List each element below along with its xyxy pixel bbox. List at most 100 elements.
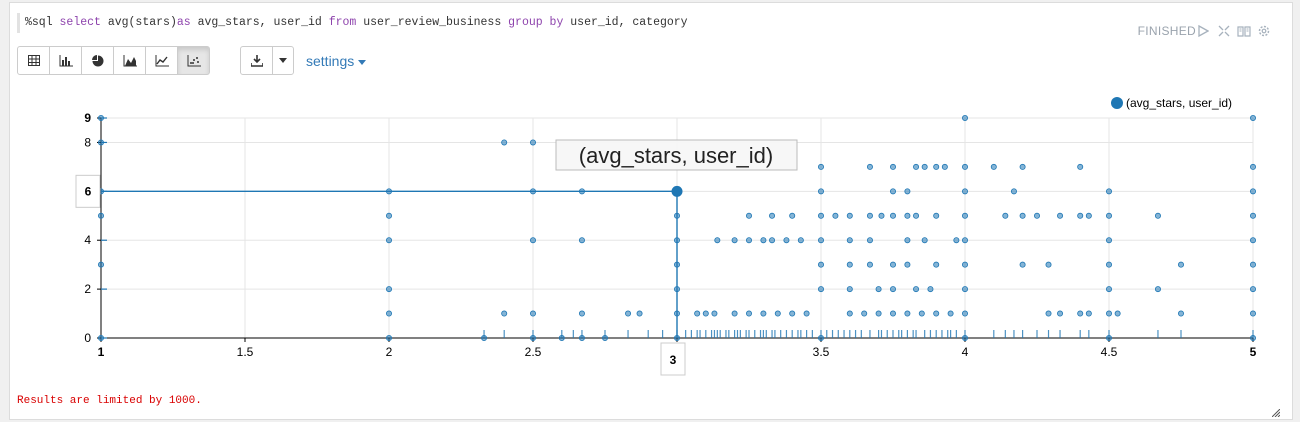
data-point xyxy=(933,163,940,170)
data-point xyxy=(746,212,753,219)
hide-editor-icon[interactable] xyxy=(1217,24,1231,38)
data-point xyxy=(818,286,825,293)
data-point xyxy=(832,212,839,219)
data-point xyxy=(962,310,969,317)
data-point xyxy=(501,139,508,146)
data-point xyxy=(385,286,392,293)
x-highlight-label: 3 xyxy=(670,353,677,367)
x-tick-label: 1.5 xyxy=(237,345,254,359)
legend-label: (avg_stars, user_id) xyxy=(1126,96,1232,110)
data-point xyxy=(578,310,585,317)
data-point xyxy=(1106,212,1113,219)
data-point xyxy=(1045,310,1052,317)
data-point xyxy=(866,212,873,219)
data-point xyxy=(913,163,920,170)
data-point xyxy=(714,237,721,244)
data-point xyxy=(98,212,105,219)
table-view-button[interactable] xyxy=(17,46,50,75)
data-point xyxy=(1250,212,1257,219)
gear-icon[interactable] xyxy=(1257,24,1271,38)
sql-keyword: from xyxy=(328,16,364,29)
data-point xyxy=(846,261,853,268)
data-point xyxy=(789,310,796,317)
data-point xyxy=(962,163,969,170)
data-point xyxy=(774,310,781,317)
data-point xyxy=(385,212,392,219)
book-icon[interactable] xyxy=(1237,24,1251,38)
download-button[interactable] xyxy=(240,46,273,75)
data-point xyxy=(933,212,940,219)
data-point xyxy=(1114,310,1121,317)
data-point xyxy=(866,237,873,244)
data-point xyxy=(904,188,911,195)
data-point xyxy=(578,188,585,195)
data-point xyxy=(1178,310,1185,317)
x-tick-label: 2.5 xyxy=(525,345,542,359)
data-point xyxy=(890,188,897,195)
data-point xyxy=(904,310,911,317)
data-point xyxy=(846,310,853,317)
data-point xyxy=(385,310,392,317)
line-chart-icon xyxy=(155,54,169,66)
data-point xyxy=(890,286,897,293)
sql-text: %sql xyxy=(25,16,60,29)
data-point xyxy=(962,334,969,341)
download-button-group xyxy=(240,46,294,75)
settings-dropdown[interactable]: settings xyxy=(306,53,367,69)
table-icon xyxy=(27,55,40,66)
y-highlight-label: 6 xyxy=(85,184,92,198)
data-point xyxy=(98,261,105,268)
data-point xyxy=(98,334,105,341)
data-point xyxy=(1250,334,1257,341)
data-point xyxy=(385,188,392,195)
data-point xyxy=(530,334,537,341)
y-highlight-box xyxy=(75,174,101,208)
data-point xyxy=(962,286,969,293)
run-icon[interactable] xyxy=(1197,24,1209,38)
data-point xyxy=(818,212,825,219)
bar-chart-button[interactable] xyxy=(49,46,82,75)
data-point xyxy=(602,334,609,341)
data-point xyxy=(385,237,392,244)
sql-keyword: as xyxy=(176,16,198,29)
y-tick-label: 9 xyxy=(84,111,91,125)
data-point xyxy=(674,261,681,268)
sql-text: avg(stars) xyxy=(107,16,177,29)
data-point xyxy=(578,237,585,244)
data-point xyxy=(625,310,632,317)
area-chart-button[interactable] xyxy=(113,46,146,75)
data-point xyxy=(1045,261,1052,268)
data-point xyxy=(1002,212,1009,219)
data-point xyxy=(1034,212,1041,219)
resize-handle-icon[interactable] xyxy=(1272,409,1280,417)
data-point xyxy=(933,261,940,268)
data-point xyxy=(558,334,565,341)
data-point xyxy=(904,261,911,268)
sql-editor[interactable]: %sql select avg(stars)as avg_stars, user… xyxy=(17,13,925,33)
data-point xyxy=(674,212,681,219)
x-tick-label: 4.5 xyxy=(1101,345,1118,359)
data-point xyxy=(674,310,681,317)
data-point xyxy=(875,286,882,293)
data-point xyxy=(530,188,537,195)
data-point xyxy=(866,261,873,268)
data-point xyxy=(1250,310,1257,317)
data-point xyxy=(530,237,537,244)
data-point xyxy=(846,237,853,244)
scatter-chart-button[interactable] xyxy=(177,46,210,75)
data-point xyxy=(1019,212,1026,219)
data-point xyxy=(1250,115,1257,122)
data-point xyxy=(904,237,911,244)
data-point xyxy=(921,237,928,244)
data-point xyxy=(962,237,969,244)
data-point xyxy=(921,163,928,170)
download-dropdown-toggle[interactable] xyxy=(272,46,294,75)
data-point xyxy=(1178,261,1185,268)
data-point xyxy=(890,261,897,268)
data-point xyxy=(1077,310,1084,317)
data-point xyxy=(1077,212,1084,219)
data-point xyxy=(1154,286,1161,293)
x-highlight-box xyxy=(660,342,686,376)
scatter-chart[interactable]: 11.522.533.544.5502468963(avg_stars, use… xyxy=(0,0,1300,385)
data-point xyxy=(731,237,738,244)
